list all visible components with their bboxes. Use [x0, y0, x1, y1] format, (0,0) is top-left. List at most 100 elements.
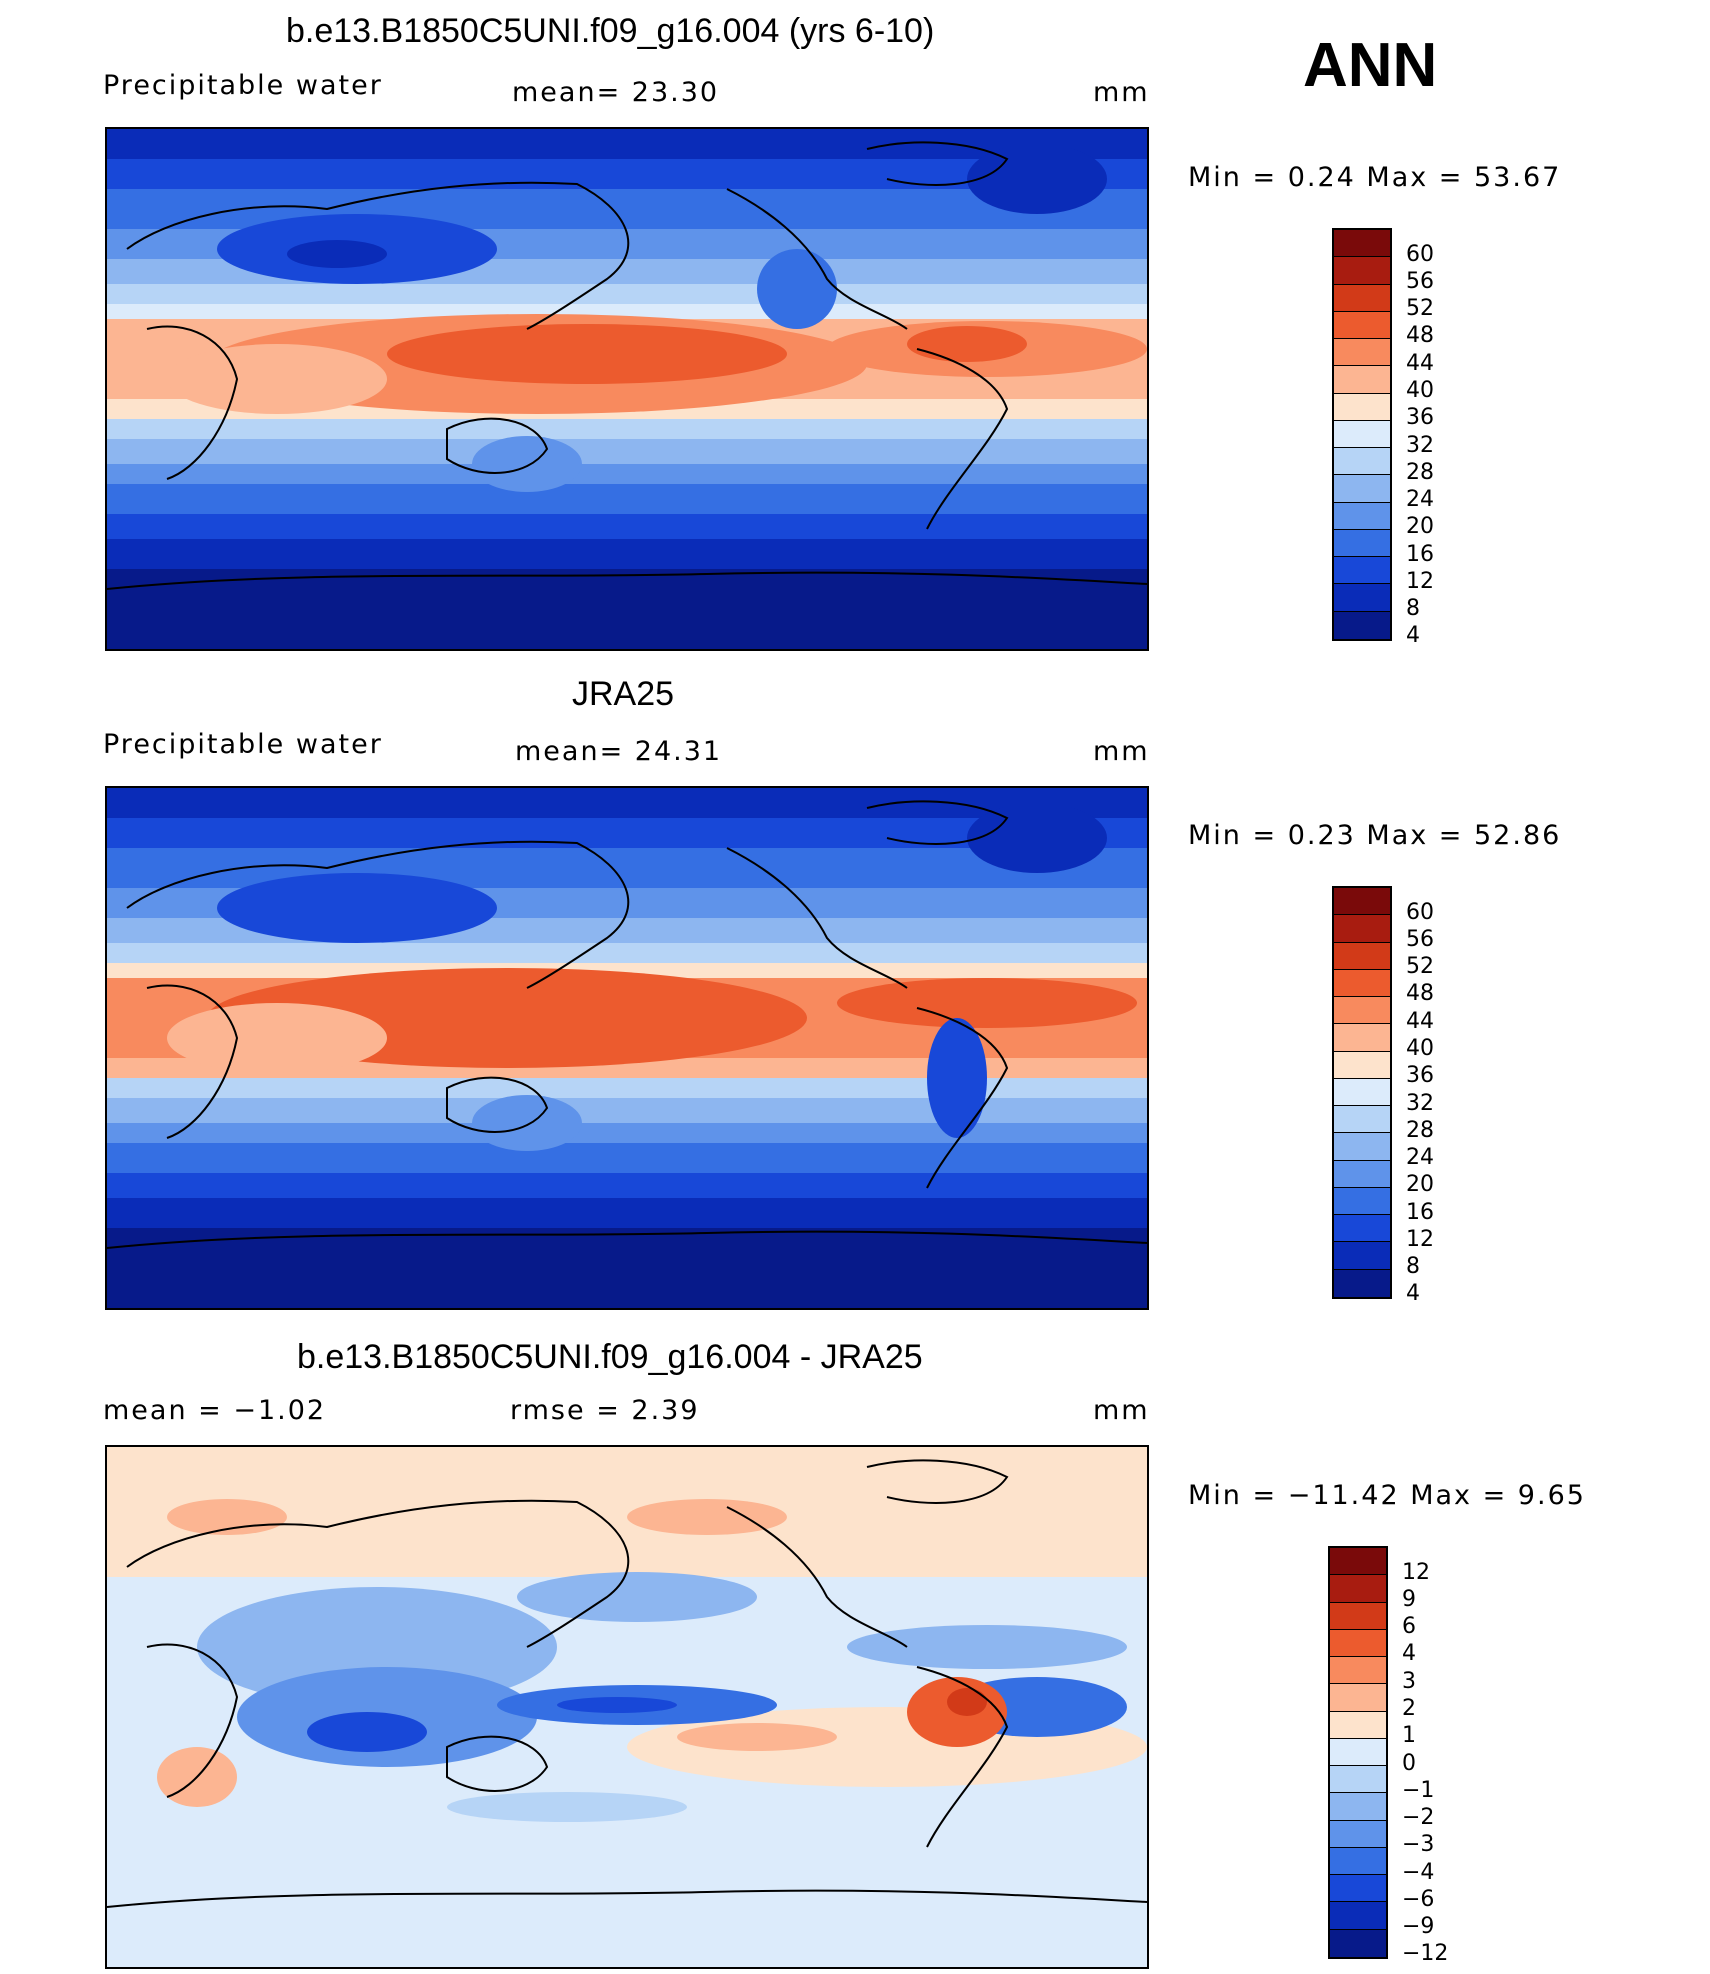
- colorbar-tick-label: −3: [1402, 1832, 1435, 1858]
- colorbar-segment: [1334, 1215, 1390, 1243]
- colorbar-tick-label: 16: [1406, 1199, 1434, 1225]
- colorbar-segment: [1330, 1684, 1386, 1712]
- colorbar-segment: [1334, 284, 1390, 312]
- colorbar-segment: [1334, 366, 1390, 394]
- colorbar-tick-label: 44: [1406, 1008, 1434, 1034]
- colorbar-segment: [1330, 1793, 1386, 1821]
- colorbar-segment: [1334, 1078, 1390, 1107]
- colorbar-tick-label: −9: [1402, 1914, 1435, 1940]
- colorbar-segment: [1330, 1629, 1386, 1658]
- colorbar-tick-label: 36: [1406, 1063, 1434, 1089]
- colorbar-tick-label: 32: [1406, 1090, 1434, 1116]
- colorbar-segment: [1334, 420, 1390, 449]
- colorbar-segment: [1334, 915, 1390, 943]
- panel3-mean-label: mean = −1.02: [103, 1395, 327, 1426]
- colorbar-segment: [1334, 1133, 1390, 1161]
- panel2-unit-label: mm: [1093, 736, 1150, 767]
- colorbar-tick-label: 12: [1406, 568, 1434, 594]
- colorbar-segment: [1334, 1160, 1390, 1188]
- colorbar-tick-label: −4: [1402, 1859, 1435, 1885]
- colorbar-tick-label: 9: [1402, 1586, 1416, 1612]
- panel3-unit-label: mm: [1093, 1395, 1150, 1426]
- colorbar-segment: [1334, 584, 1390, 612]
- colorbar-segment: [1334, 997, 1390, 1025]
- colorbar-segment: [1334, 888, 1390, 916]
- colorbar-segment: [1334, 339, 1390, 367]
- colorbar-segment: [1334, 448, 1390, 476]
- colorbar-tick-label: 4: [1402, 1641, 1416, 1667]
- panel2-mean-label: mean= 24.31: [515, 736, 723, 767]
- colorbar-tick-label: −6: [1402, 1886, 1435, 1912]
- colorbar-tick-label: 1: [1402, 1723, 1416, 1749]
- colorbar-tick-label: 2: [1402, 1695, 1416, 1721]
- colorbar-tick-label: 6: [1402, 1614, 1416, 1640]
- colorbar-segment: [1330, 1738, 1386, 1767]
- colorbar-segment: [1334, 1187, 1390, 1216]
- panel3-rmse-label: rmse = 2.39: [510, 1395, 700, 1426]
- panel2-map: [105, 786, 1149, 1310]
- colorbar-tick-label: 12: [1402, 1559, 1430, 1585]
- colorbar-tick-label: 52: [1406, 296, 1434, 322]
- colorbar-segment: [1334, 529, 1390, 558]
- colorbar-segment: [1330, 1929, 1386, 1957]
- colorbar-segment: [1334, 1024, 1390, 1052]
- colorbar-segment: [1330, 1847, 1386, 1876]
- colorbar-segment: [1330, 1711, 1386, 1739]
- colorbar-tick-label: 56: [1406, 926, 1434, 952]
- colorbar-segment: [1334, 502, 1390, 530]
- colorbar-tick-label: 40: [1406, 377, 1434, 403]
- panel3-title: b.e13.B1850C5UNI.f09_g16.004 - JRA25: [297, 1338, 923, 1376]
- colorbar-segment: [1334, 1106, 1390, 1134]
- colorbar-tick-label: 60: [1406, 899, 1434, 925]
- colorbar-segment: [1334, 475, 1390, 503]
- colorbar-tick-label: 12: [1406, 1226, 1434, 1252]
- colorbar-segment: [1330, 1657, 1386, 1685]
- panel2-colorbar: [1332, 886, 1392, 1299]
- colorbar-segment: [1330, 1602, 1386, 1630]
- colorbar-segment: [1334, 257, 1390, 285]
- colorbar-tick-label: 52: [1406, 954, 1434, 980]
- colorbar-tick-label: 4: [1406, 1281, 1420, 1307]
- colorbar-tick-label: 16: [1406, 541, 1434, 567]
- season-label: ANN: [1303, 31, 1438, 100]
- panel1-map: [105, 127, 1149, 651]
- colorbar-segment: [1334, 942, 1390, 970]
- panel1-colorbar: [1332, 228, 1392, 641]
- panel1-unit-label: mm: [1093, 77, 1150, 108]
- panel1-title: b.e13.B1850C5UNI.f09_g16.004 (yrs 6-10): [286, 12, 935, 50]
- colorbar-segment: [1334, 311, 1390, 340]
- colorbar-tick-label: 60: [1406, 241, 1434, 267]
- colorbar-segment: [1330, 1766, 1386, 1794]
- colorbar-tick-label: 44: [1406, 350, 1434, 376]
- colorbar-segment: [1334, 1269, 1390, 1297]
- panel2-minmax-label: Min = 0.23 Max = 52.86: [1188, 820, 1562, 851]
- panel1-minmax-label: Min = 0.24 Max = 53.67: [1188, 162, 1562, 193]
- colorbar-tick-label: 28: [1406, 1117, 1434, 1143]
- panel2-title: JRA25: [572, 675, 675, 713]
- colorbar-tick-label: −1: [1402, 1777, 1435, 1803]
- panel3-map: [105, 1445, 1149, 1969]
- colorbar-tick-label: 56: [1406, 268, 1434, 294]
- colorbar-tick-label: 24: [1406, 487, 1434, 513]
- panel3-colorbar: [1328, 1546, 1388, 1959]
- colorbar-segment: [1330, 1820, 1386, 1848]
- colorbar-tick-label: −12: [1402, 1941, 1449, 1967]
- colorbar-tick-label: −2: [1402, 1805, 1435, 1831]
- colorbar-tick-label: 8: [1406, 1254, 1420, 1280]
- panel1-variable-label: Precipitable water: [103, 70, 383, 101]
- colorbar-tick-label: 24: [1406, 1145, 1434, 1171]
- colorbar-tick-label: 32: [1406, 432, 1434, 458]
- colorbar-segment: [1334, 1242, 1390, 1270]
- colorbar-tick-label: 40: [1406, 1035, 1434, 1061]
- panel2-variable-label: Precipitable water: [103, 729, 383, 760]
- colorbar-segment: [1334, 393, 1390, 421]
- colorbar-segment: [1334, 611, 1390, 639]
- colorbar-tick-label: 3: [1402, 1668, 1416, 1694]
- colorbar-segment: [1334, 1051, 1390, 1079]
- colorbar-tick-label: 20: [1406, 514, 1434, 540]
- colorbar-tick-label: 48: [1406, 323, 1434, 349]
- colorbar-segment: [1334, 969, 1390, 998]
- colorbar-tick-label: 28: [1406, 459, 1434, 485]
- colorbar-segment: [1330, 1902, 1386, 1930]
- colorbar-tick-label: 4: [1406, 623, 1420, 649]
